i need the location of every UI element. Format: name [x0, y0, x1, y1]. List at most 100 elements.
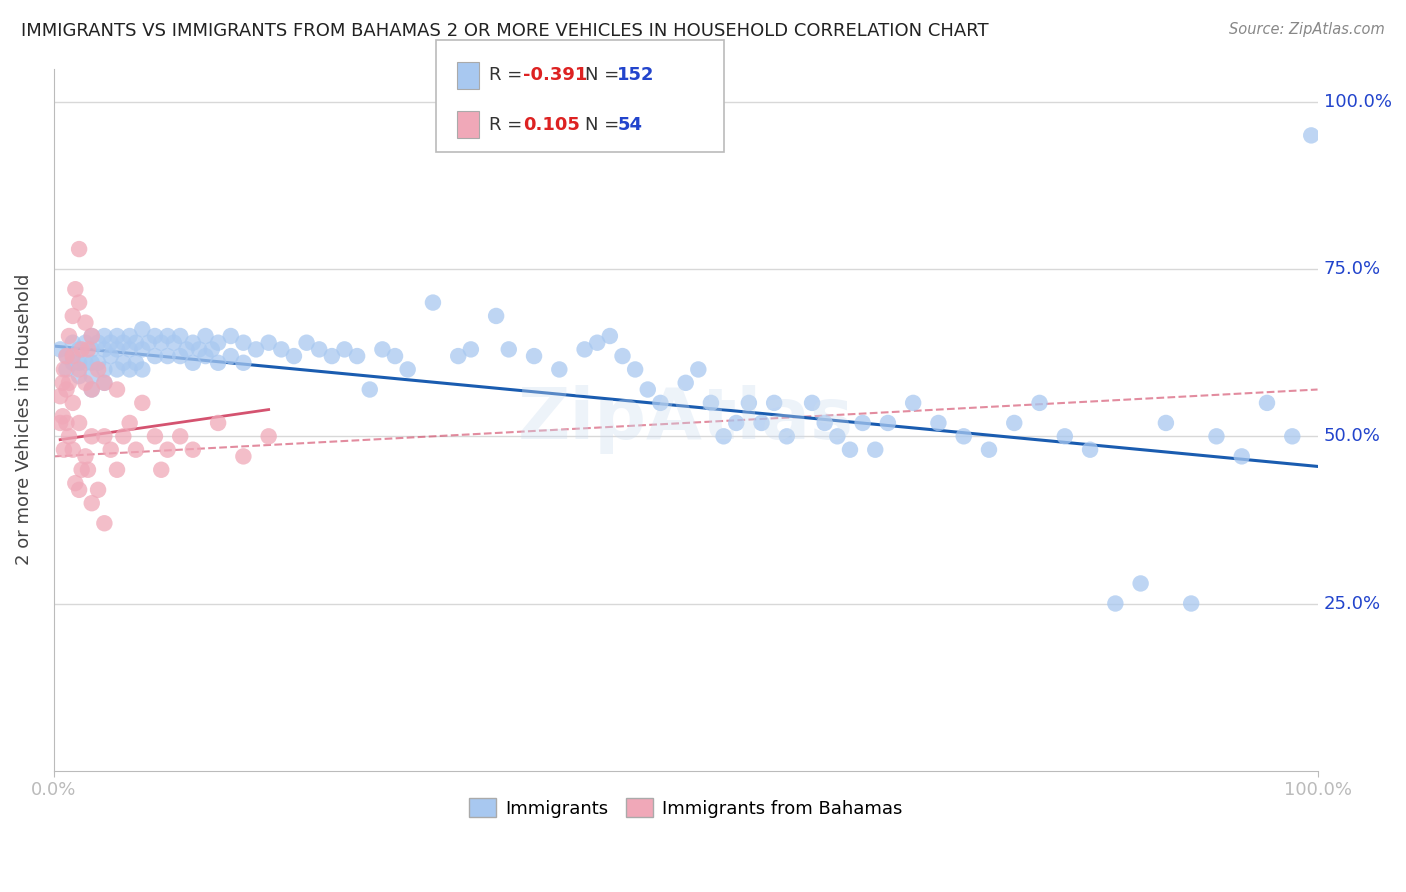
- Point: [447, 349, 470, 363]
- Point: [77, 463, 100, 477]
- Point: [75, 335, 97, 350]
- Point: [67, 356, 90, 370]
- Point: [100, 335, 122, 350]
- Point: [201, 343, 224, 357]
- Point: [67, 242, 90, 256]
- Point: [865, 442, 887, 457]
- Point: [1256, 396, 1278, 410]
- Point: [138, 335, 160, 350]
- Text: ZipAtlas: ZipAtlas: [517, 385, 853, 454]
- Point: [207, 335, 229, 350]
- Point: [80, 369, 103, 384]
- Point: [52, 376, 75, 390]
- Point: [548, 362, 571, 376]
- Point: [977, 442, 1000, 457]
- Point: [77, 343, 100, 357]
- Point: [75, 376, 97, 390]
- Point: [245, 343, 267, 357]
- Point: [75, 356, 97, 370]
- Point: [156, 349, 179, 363]
- Point: [700, 396, 723, 410]
- Point: [188, 343, 211, 357]
- Point: [814, 416, 837, 430]
- Point: [460, 343, 482, 357]
- Point: [624, 362, 647, 376]
- Point: [422, 295, 444, 310]
- Point: [80, 329, 103, 343]
- Point: [1180, 597, 1202, 611]
- Point: [257, 429, 280, 443]
- Text: 25.0%: 25.0%: [1324, 594, 1381, 613]
- Point: [49, 343, 72, 357]
- Point: [125, 442, 148, 457]
- Text: N =: N =: [585, 116, 624, 134]
- Point: [55, 383, 77, 397]
- Point: [55, 416, 77, 430]
- Point: [105, 343, 128, 357]
- Point: [169, 429, 191, 443]
- Point: [1104, 597, 1126, 611]
- Point: [371, 343, 394, 357]
- Text: 50.0%: 50.0%: [1324, 427, 1381, 445]
- Point: [143, 429, 166, 443]
- Point: [49, 389, 72, 403]
- Point: [112, 356, 135, 370]
- Point: [80, 496, 103, 510]
- Point: [586, 335, 609, 350]
- Text: Source: ZipAtlas.com: Source: ZipAtlas.com: [1229, 22, 1385, 37]
- Point: [105, 329, 128, 343]
- Text: R =: R =: [489, 66, 529, 85]
- Point: [901, 396, 924, 410]
- Text: R =: R =: [489, 116, 529, 134]
- Point: [1002, 416, 1025, 430]
- Point: [75, 316, 97, 330]
- Point: [333, 343, 356, 357]
- Legend: Immigrants, Immigrants from Bahamas: Immigrants, Immigrants from Bahamas: [461, 791, 910, 825]
- Point: [112, 429, 135, 443]
- Point: [87, 483, 110, 497]
- Point: [763, 396, 786, 410]
- Point: [150, 335, 173, 350]
- Point: [688, 362, 710, 376]
- Point: [1230, 450, 1253, 464]
- Point: [219, 329, 242, 343]
- Point: [523, 349, 546, 363]
- Point: [55, 349, 77, 363]
- Point: [100, 442, 122, 457]
- Point: [87, 362, 110, 376]
- Point: [75, 450, 97, 464]
- Point: [52, 362, 75, 376]
- Point: [118, 329, 141, 343]
- Point: [1129, 576, 1152, 591]
- Point: [131, 362, 153, 376]
- Point: [62, 356, 84, 370]
- Point: [80, 383, 103, 397]
- Point: [1301, 128, 1323, 143]
- Point: [62, 335, 84, 350]
- Point: [58, 376, 80, 390]
- Point: [80, 429, 103, 443]
- Text: 54: 54: [617, 116, 643, 134]
- Point: [232, 335, 254, 350]
- Point: [637, 383, 659, 397]
- Point: [346, 349, 368, 363]
- Point: [1205, 429, 1227, 443]
- Point: [156, 442, 179, 457]
- Point: [100, 349, 122, 363]
- Text: 152: 152: [617, 66, 655, 85]
- Text: -0.391: -0.391: [523, 66, 588, 85]
- Point: [67, 343, 90, 357]
- Point: [67, 416, 90, 430]
- Point: [80, 383, 103, 397]
- Point: [257, 335, 280, 350]
- Point: [194, 349, 217, 363]
- Point: [93, 329, 115, 343]
- Text: 75.0%: 75.0%: [1324, 260, 1381, 278]
- Point: [308, 343, 330, 357]
- Text: 100.0%: 100.0%: [1324, 93, 1392, 111]
- Point: [384, 349, 406, 363]
- Point: [713, 429, 735, 443]
- Point: [207, 356, 229, 370]
- Point: [93, 362, 115, 376]
- Point: [156, 329, 179, 343]
